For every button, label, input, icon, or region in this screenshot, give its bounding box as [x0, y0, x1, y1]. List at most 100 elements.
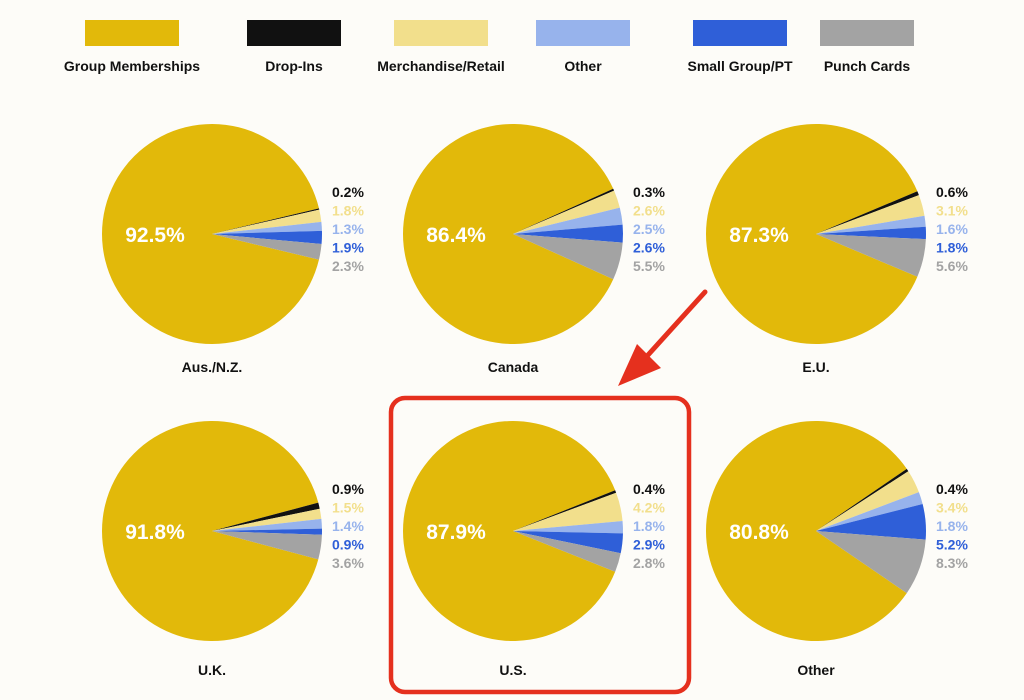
slice-group-memberships — [402, 124, 614, 344]
value-label-merchandise-retail: 3.1% — [936, 203, 968, 219]
value-label-small-group-pt: 2.9% — [633, 537, 665, 553]
slice-other — [513, 207, 623, 234]
value-label-merchandise-retail: 3.4% — [936, 500, 968, 516]
slice-drop-ins — [212, 208, 320, 234]
slice-label-group-memberships: 87.9% — [426, 521, 486, 544]
slice-small-group-pt — [513, 531, 623, 554]
slice-punch-cards — [513, 234, 623, 280]
slice-merchandise-retail — [816, 195, 925, 234]
slice-merchandise-retail — [513, 190, 620, 234]
value-label-merchandise-retail: 1.5% — [332, 500, 364, 516]
slice-merchandise-retail — [212, 209, 322, 234]
legend-swatch — [85, 20, 179, 46]
slice-group-memberships — [705, 123, 918, 344]
slice-merchandise-retail — [816, 471, 919, 531]
value-label-other: 2.5% — [633, 221, 665, 237]
slice-group-memberships — [101, 420, 319, 641]
annotations — [388, 289, 708, 695]
legend-swatch — [820, 20, 914, 46]
slice-small-group-pt — [212, 528, 322, 535]
value-label-drop-ins: 0.4% — [633, 481, 665, 497]
value-label-punch-cards: 2.3% — [332, 258, 364, 274]
slice-group-memberships — [705, 420, 907, 642]
pie-e-u: 87.3% 0.6% 3.1% 1.6% 1.8% 5.6% E.U. — [705, 123, 968, 375]
pie-other: 80.8% 0.4% 3.4% 1.8% 5.2% 8.3% Other — [705, 420, 968, 678]
value-label-drop-ins: 0.2% — [332, 184, 364, 200]
slice-group-memberships — [403, 420, 616, 641]
legend-item-small-group-pt: Small Group/PT — [687, 20, 793, 74]
slice-drop-ins — [816, 191, 919, 234]
region-label: U.K. — [198, 662, 226, 678]
slice-drop-ins — [212, 502, 320, 531]
slice-group-memberships — [101, 124, 319, 344]
value-label-small-group-pt: 2.6% — [633, 240, 665, 256]
value-label-small-group-pt: 0.9% — [332, 537, 364, 553]
legend-label: Punch Cards — [824, 58, 911, 74]
slice-small-group-pt — [816, 226, 927, 240]
value-label-punch-cards: 2.8% — [633, 555, 665, 571]
pie-u-k: 91.8% 0.9% 1.5% 1.4% 0.9% 3.6% U.K. — [101, 420, 364, 678]
slice-small-group-pt — [212, 230, 323, 245]
legend-label: Drop-Ins — [265, 58, 323, 74]
slice-label-group-memberships: 80.8% — [729, 521, 789, 544]
arrow-shaft — [645, 289, 708, 358]
value-label-punch-cards: 5.5% — [633, 258, 665, 274]
slice-punch-cards — [816, 234, 926, 277]
slice-drop-ins — [816, 468, 909, 531]
slice-merchandise-retail — [212, 508, 322, 531]
slice-label-group-memberships: 91.8% — [125, 521, 185, 544]
value-label-other: 1.8% — [936, 518, 968, 534]
legend-swatch — [394, 20, 488, 46]
slice-punch-cards — [212, 531, 322, 560]
value-label-other: 1.4% — [332, 518, 364, 534]
value-label-merchandise-retail: 4.2% — [633, 500, 665, 516]
slice-small-group-pt — [816, 503, 926, 540]
region-label: Other — [797, 662, 835, 678]
legend: Group Memberships Drop-Ins Merchandise/Ret… — [64, 20, 914, 74]
value-label-merchandise-retail: 2.6% — [633, 203, 665, 219]
legend-swatch — [247, 20, 341, 46]
legend-item-drop-ins: Drop-Ins — [247, 20, 341, 74]
value-label-punch-cards: 5.6% — [936, 258, 968, 274]
slice-other — [513, 520, 623, 534]
value-label-drop-ins: 0.3% — [633, 184, 665, 200]
slice-drop-ins — [513, 490, 617, 531]
value-label-other: 1.3% — [332, 221, 364, 237]
legend-label: Group Memberships — [64, 58, 200, 74]
region-label: U.S. — [499, 662, 526, 678]
legend-item-group-memberships: Group Memberships — [64, 20, 200, 74]
value-label-small-group-pt: 1.8% — [936, 240, 968, 256]
region-label: Canada — [488, 359, 539, 375]
legend-label: Merchandise/Retail — [377, 58, 505, 74]
legend-item-merchandise-retail: Merchandise/Retail — [377, 20, 505, 74]
slice-merchandise-retail — [513, 492, 623, 531]
value-label-drop-ins: 0.4% — [936, 481, 968, 497]
region-label: E.U. — [802, 359, 829, 375]
slice-other — [816, 492, 923, 531]
region-label: Aus./N.Z. — [182, 359, 243, 375]
legend-item-punch-cards: Punch Cards — [820, 20, 914, 74]
legend-label: Small Group/PT — [687, 58, 792, 74]
slice-punch-cards — [816, 531, 926, 594]
legend-swatch — [693, 20, 787, 46]
pie-canada: 86.4% 0.3% 2.6% 2.5% 2.6% 5.5% Canada — [402, 124, 665, 375]
pie-aus-n-z: 92.5% 0.2% 1.8% 1.3% 1.9% 2.3% Aus./N.Z. — [101, 124, 364, 375]
value-label-small-group-pt: 1.9% — [332, 240, 364, 256]
slice-drop-ins — [513, 188, 615, 234]
pie-charts: 92.5% 0.2% 1.8% 1.3% 1.9% 2.3% Aus./N.Z. 86.4% 0… — [101, 123, 968, 678]
value-label-other: 1.8% — [633, 518, 665, 534]
value-label-drop-ins: 0.9% — [332, 481, 364, 497]
highlight-box — [388, 395, 692, 695]
slice-punch-cards — [212, 234, 322, 260]
value-label-merchandise-retail: 1.8% — [332, 203, 364, 219]
value-label-punch-cards: 8.3% — [936, 555, 968, 571]
slice-other — [212, 221, 322, 234]
slice-label-group-memberships: 92.5% — [125, 224, 185, 247]
slice-punch-cards — [513, 531, 621, 572]
slice-other — [816, 215, 926, 234]
pie-u-s: 87.9% 0.4% 4.2% 1.8% 2.9% 2.8% U.S. — [403, 420, 665, 678]
value-label-punch-cards: 3.6% — [332, 555, 364, 571]
slice-small-group-pt — [513, 224, 623, 243]
value-label-other: 1.6% — [936, 221, 968, 237]
